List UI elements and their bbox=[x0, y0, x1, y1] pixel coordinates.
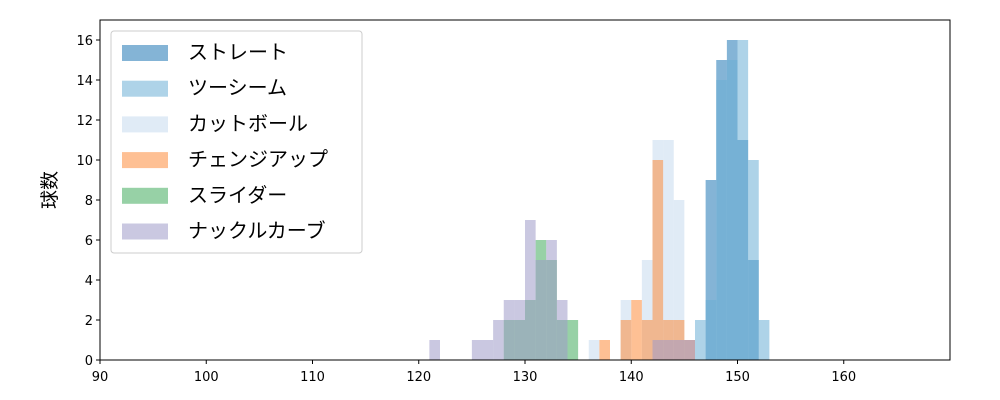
x-tick-label: 130 bbox=[513, 370, 538, 385]
legend-label: ストレート bbox=[188, 40, 288, 64]
legend-label: チェンジアップ bbox=[188, 147, 328, 171]
axes-layer: 90 100 110 120 130 140 150 160 0 2 4 6 8 10 12 14 16 bbox=[76, 19, 951, 385]
y-tick-label: 4 bbox=[85, 274, 93, 289]
legend-swatch bbox=[122, 187, 168, 204]
x-tick-label: 110 bbox=[300, 370, 325, 385]
legend-swatch bbox=[122, 223, 168, 240]
y-tick-label: 16 bbox=[76, 34, 93, 49]
histogram-bar bbox=[641, 260, 653, 360]
histogram-bar bbox=[705, 180, 717, 360]
histogram-bar bbox=[716, 80, 727, 360]
histogram-bar bbox=[641, 320, 653, 360]
x-tick-label: 90 bbox=[92, 370, 109, 385]
x-tick-label: 140 bbox=[619, 370, 644, 385]
histogram-bar bbox=[695, 320, 706, 360]
legend-swatch bbox=[122, 152, 168, 169]
histogram-bar bbox=[673, 340, 685, 360]
histogram-bar bbox=[503, 300, 515, 360]
y-tick-label: 6 bbox=[85, 234, 93, 249]
histogram-bar bbox=[631, 300, 642, 360]
histogram-bar bbox=[684, 340, 695, 360]
legend-label: スライダー bbox=[188, 183, 287, 207]
histogram-bar bbox=[493, 320, 504, 360]
legend-label: ツーシーム bbox=[188, 76, 287, 100]
y-tick-label: 10 bbox=[76, 154, 93, 169]
histogram-bar bbox=[588, 340, 600, 360]
histogram-bar bbox=[705, 300, 717, 360]
histogram-bar bbox=[525, 220, 536, 360]
histogram-bar bbox=[556, 300, 568, 360]
histogram-bar bbox=[429, 340, 440, 360]
bars-layer bbox=[429, 40, 770, 360]
x-tick-label: 120 bbox=[406, 370, 431, 385]
histogram-bar bbox=[748, 160, 759, 360]
y-tick-label: 8 bbox=[85, 194, 93, 209]
histogram-bar bbox=[758, 320, 770, 360]
histogram-bar bbox=[482, 340, 494, 360]
series-5 bbox=[429, 220, 695, 360]
histogram-bar bbox=[535, 260, 547, 360]
histogram-bar bbox=[514, 300, 525, 360]
y-tick-label: 2 bbox=[85, 314, 93, 329]
x-tick-label: 100 bbox=[194, 370, 219, 385]
legend-label: カットボール bbox=[188, 111, 308, 135]
y-tick-label: 14 bbox=[76, 74, 93, 89]
histogram-bar bbox=[652, 160, 664, 360]
histogram-bar bbox=[546, 240, 557, 360]
histogram-bar bbox=[663, 140, 674, 360]
histogram-bar bbox=[599, 340, 610, 360]
y-tick-label: 0 bbox=[85, 354, 93, 369]
series-1 bbox=[695, 40, 770, 360]
histogram-bar bbox=[652, 340, 664, 360]
histogram-bar bbox=[663, 340, 674, 360]
legend-swatch bbox=[122, 116, 168, 133]
histogram-bar bbox=[620, 320, 632, 360]
y-tick-label: 12 bbox=[76, 114, 93, 129]
histogram-bar bbox=[471, 340, 483, 360]
legend-swatch bbox=[122, 80, 168, 97]
histogram-bar bbox=[726, 60, 738, 360]
x-tick-label: 150 bbox=[725, 370, 750, 385]
legend-box bbox=[110, 30, 363, 254]
histogram-bar bbox=[737, 40, 749, 360]
histogram-bar bbox=[673, 200, 685, 360]
legend-label: ナックルカーブ bbox=[188, 219, 326, 243]
histogram-bar bbox=[567, 320, 579, 360]
legend-swatch bbox=[122, 45, 168, 61]
x-tick-label: 160 bbox=[831, 370, 856, 385]
y-axis-label: 球数 bbox=[39, 171, 61, 209]
